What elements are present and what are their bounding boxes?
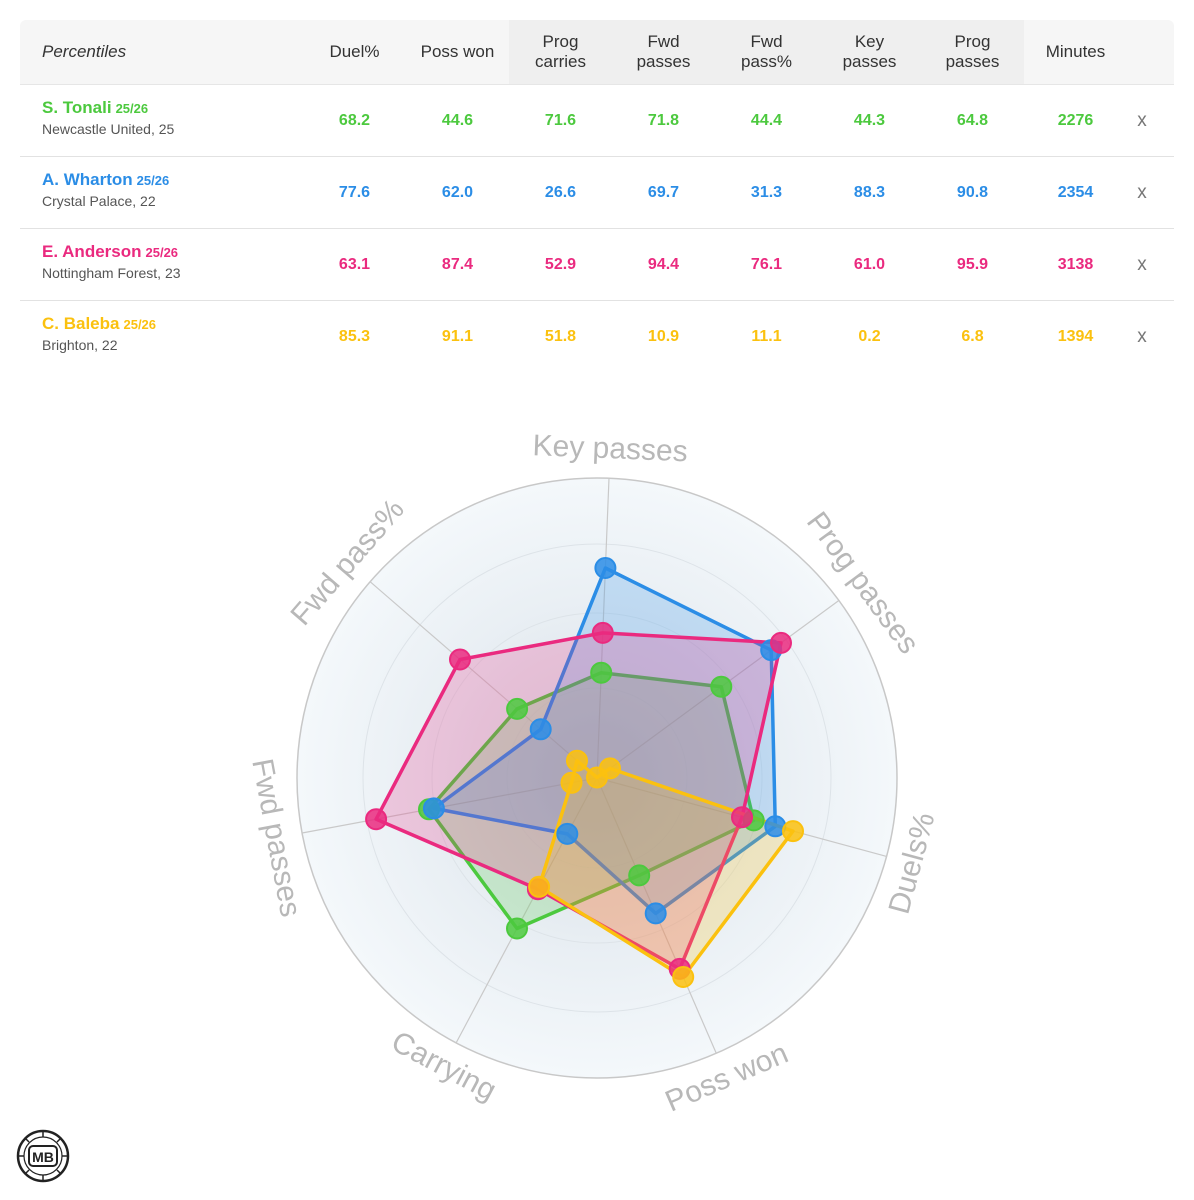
data-point-3-1 — [599, 757, 621, 780]
player-row-tonali: S. Tonali 25/26 Newcastle United, 25 68.2… — [20, 85, 1174, 157]
table-header: Percentiles Duel% Poss won Prog carries … — [20, 20, 1174, 85]
percentiles-label: Percentiles — [42, 42, 127, 61]
value-fwd-pass-pct: 44.4 — [750, 111, 783, 129]
radar-spoke — [301, 777, 598, 834]
data-point-2-5 — [365, 808, 388, 831]
value-duel-pct: 68.2 — [338, 111, 371, 129]
data-point-3-4 — [528, 875, 551, 898]
player-season: 25/26 — [145, 245, 179, 260]
player-row-wharton: A. Wharton 25/26 Crystal Palace, 22 77.6 … — [20, 157, 1174, 229]
value-poss-won: 87.4 — [441, 255, 474, 273]
value-prog-carries: 51.8 — [544, 327, 577, 345]
data-point-0-3 — [628, 864, 651, 887]
value-minutes: 2354 — [1057, 183, 1094, 201]
player-info: A. Wharton 25/26 Crystal Palace, 22 — [42, 170, 169, 209]
data-point-1-0 — [594, 557, 617, 579]
value-prog-carries: 26.6 — [544, 183, 577, 201]
player-row-anderson: E. Anderson 25/26 Nottingham Forest, 23 6… — [20, 229, 1174, 301]
player-name: A. Wharton — [42, 170, 133, 189]
value-fwd-passes: 10.9 — [647, 327, 680, 345]
player-info: S. Tonali 25/26 Newcastle United, 25 — [42, 98, 174, 137]
data-point-1-3 — [644, 902, 667, 925]
remove-player-button[interactable]: x — [1137, 253, 1147, 275]
mb-logo: MB — [16, 1129, 70, 1183]
player-season: 25/26 — [136, 173, 170, 188]
value-duel-pct: 85.3 — [338, 327, 371, 345]
data-point-3-6 — [566, 749, 588, 772]
player-name: E. Anderson — [42, 242, 142, 261]
value-prog-carries: 52.9 — [544, 255, 577, 273]
player-team: Brighton, 22 — [42, 337, 118, 353]
radar-spoke — [455, 777, 598, 1044]
col-key-passes: Key passes — [818, 20, 921, 84]
player-team: Nottingham Forest, 23 — [42, 265, 181, 281]
data-point-0-0 — [590, 661, 613, 684]
data-point-3-3 — [672, 966, 695, 988]
value-poss-won: 62.0 — [441, 183, 474, 201]
remove-player-button[interactable]: x — [1137, 181, 1147, 203]
data-point-2-0 — [591, 621, 614, 644]
data-point-2-2 — [731, 806, 753, 829]
player-team: Newcastle United, 25 — [42, 121, 175, 137]
radar-ring — [506, 687, 688, 869]
col-minutes: Minutes — [1045, 42, 1106, 61]
value-poss-won: 91.1 — [441, 327, 474, 345]
data-point-1-4 — [556, 822, 579, 845]
col-prog-passes: Prog passes — [921, 20, 1024, 84]
remove-player-button[interactable]: x — [1137, 109, 1147, 131]
value-prog-passes: 95.9 — [956, 255, 989, 273]
value-key-passes: 44.3 — [853, 111, 886, 129]
value-duel-pct: 77.6 — [338, 183, 371, 201]
data-point-0-4 — [506, 917, 528, 940]
value-prog-passes: 90.8 — [956, 183, 989, 201]
data-point-3-2 — [782, 820, 804, 843]
col-duel-pct: Duel% — [329, 42, 380, 61]
remove-player-button[interactable]: x — [1137, 325, 1147, 347]
value-prog-carries: 71.6 — [544, 111, 577, 129]
value-key-passes: 88.3 — [853, 183, 886, 201]
series-area-0 — [427, 670, 756, 931]
player-season: 25/26 — [115, 101, 149, 116]
col-prog-carries: Prog carries — [509, 20, 612, 84]
value-key-passes: 0.2 — [858, 327, 881, 345]
value-fwd-pass-pct: 31.3 — [750, 183, 783, 201]
col-fwd-pass-pct: Fwd pass% — [715, 20, 818, 84]
data-point-2-1 — [770, 631, 792, 654]
value-minutes: 2276 — [1057, 111, 1094, 129]
data-point-0-1 — [710, 675, 733, 698]
player-row-baleba: C. Baleba 25/26 Brighton, 22 85.3 91.1 51… — [20, 301, 1174, 372]
player-season: 25/26 — [123, 317, 157, 332]
value-prog-passes: 6.8 — [961, 327, 984, 345]
data-point-2-6 — [449, 648, 471, 671]
player-name: S. Tonali — [42, 98, 112, 117]
value-fwd-passes: 94.4 — [647, 255, 680, 273]
axis-label-0: Key passes — [532, 429, 688, 468]
radar-ring — [431, 612, 763, 944]
value-fwd-passes: 71.8 — [647, 111, 680, 129]
data-point-0-6 — [506, 697, 529, 720]
value-minutes: 1394 — [1057, 327, 1094, 345]
logo-text: MB — [32, 1149, 54, 1165]
data-point-1-6 — [529, 718, 552, 741]
radar-spoke — [369, 581, 598, 779]
value-poss-won: 44.6 — [441, 111, 474, 129]
col-fwd-passes: Fwd passes — [612, 20, 715, 84]
player-team: Crystal Palace, 22 — [42, 193, 156, 209]
player-info: E. Anderson 25/26 Nottingham Forest, 23 — [42, 242, 181, 281]
data-point-1-5 — [422, 797, 445, 820]
player-info: C. Baleba 25/26 Brighton, 22 — [42, 314, 156, 353]
percentile-table: Percentiles Duel% Poss won Prog carries … — [20, 20, 1174, 372]
data-point-3-5 — [560, 771, 583, 794]
value-minutes: 3138 — [1057, 255, 1094, 273]
value-fwd-pass-pct: 11.1 — [751, 327, 782, 345]
col-poss-won: Poss won — [420, 42, 495, 61]
value-fwd-pass-pct: 76.1 — [750, 255, 783, 273]
player-name: C. Baleba — [42, 314, 120, 333]
value-duel-pct: 63.1 — [338, 255, 371, 273]
value-key-passes: 61.0 — [853, 255, 886, 273]
value-prog-passes: 64.8 — [956, 111, 989, 129]
value-fwd-passes: 69.7 — [647, 183, 680, 201]
radar-ring — [362, 543, 832, 1013]
